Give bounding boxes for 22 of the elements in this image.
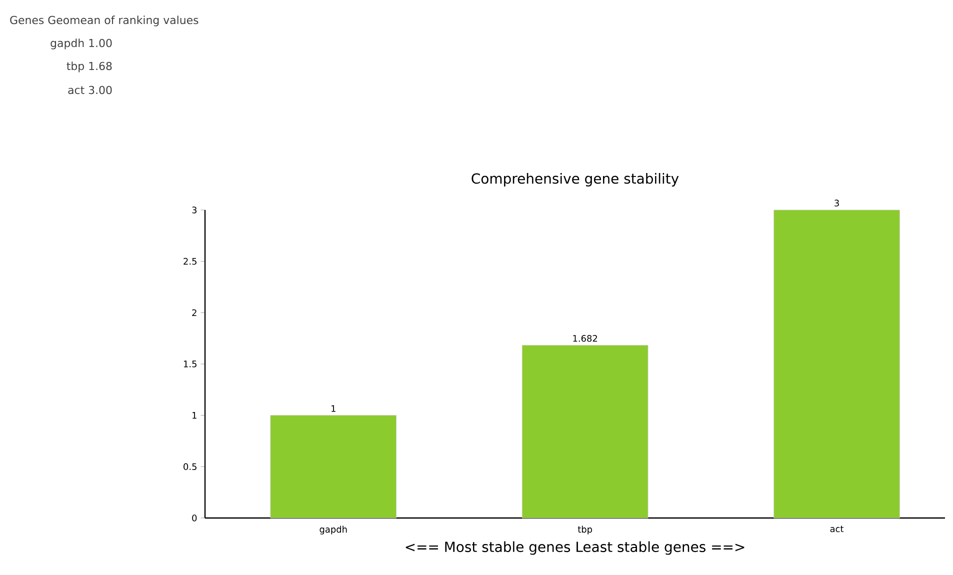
- bar: [270, 415, 397, 518]
- text: Genes Geomean of ranking values: [10, 16, 198, 26]
- y-tick-label: 1.5: [184, 360, 196, 368]
- x-axis-title: <== Most stable genes Least stable genes ==>: [406, 541, 744, 555]
- x-tick-label: act: [830, 526, 844, 532]
- y-tick-label: 1: [192, 412, 196, 419]
- y-tick-label: 3: [192, 206, 197, 214]
- text: gapdh 1.00: [50, 38, 112, 50]
- y-tick-label: 0.5: [184, 463, 196, 470]
- data-label: 1.682: [573, 335, 598, 342]
- chart-title: Comprehensive gene stability: [472, 172, 679, 186]
- y-tick-label: 2.5: [184, 258, 196, 265]
- x-tick-label: tbp: [578, 526, 592, 534]
- data-label: 1: [332, 405, 336, 412]
- y-tick-label: 2: [192, 309, 196, 316]
- text: act 3.00: [68, 86, 112, 94]
- bar: [522, 345, 648, 518]
- text: tbp 1.68: [66, 62, 112, 72]
- y-tick-label: 0: [192, 514, 197, 522]
- x-tick-label: gapdh: [320, 526, 347, 534]
- bar: [774, 210, 900, 518]
- data-label: 3: [834, 200, 839, 206]
